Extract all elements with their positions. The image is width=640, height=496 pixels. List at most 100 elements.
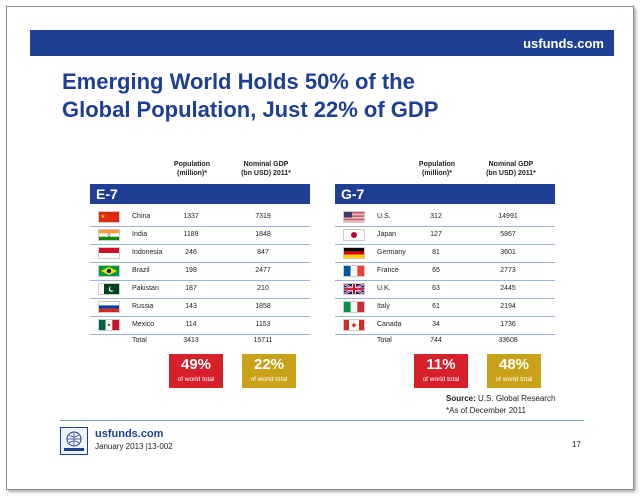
- table-row: Germany 81 3601: [335, 244, 555, 263]
- g7-gdp-share-badge: 48% of world total: [487, 354, 541, 388]
- e7-population-share-sub: of world total: [177, 376, 215, 383]
- population-value: 114: [185, 321, 197, 328]
- source-text: U.S. Global Research: [478, 394, 556, 403]
- country-name: U.K.: [377, 285, 391, 292]
- gdp-value: 5867: [500, 231, 516, 238]
- france-flag-icon: [343, 265, 365, 277]
- source-note: Source: U.S. Global Research *As of Dece…: [446, 393, 555, 417]
- g7-gdp-share-sub: of world total: [495, 376, 533, 383]
- table-row: U.S. 312 14991: [335, 208, 555, 227]
- country-name: U.S.: [377, 213, 391, 220]
- e7-total-population: 3413: [183, 337, 199, 344]
- gdp-value: 3601: [500, 249, 516, 256]
- g7-gdp-header: Nominal GDP (bn USD) 2011*: [486, 161, 536, 177]
- indonesia-flag-icon: [98, 247, 120, 259]
- table-row: France 65 2773: [335, 262, 555, 281]
- population-value: 61: [432, 303, 440, 310]
- slide-title: Emerging World Holds 50% of the Global P…: [62, 68, 438, 124]
- gdp-value: 2773: [500, 267, 516, 274]
- g7-population-share-badge: 11% of world total: [414, 354, 468, 388]
- gdp-value: 210: [257, 285, 269, 292]
- country-name: Pakistan: [132, 285, 159, 292]
- table-row: India 1189 1848: [90, 226, 310, 245]
- population-value: 34: [432, 321, 440, 328]
- table-row: Indonesia 246 847: [90, 244, 310, 263]
- usglobal-logo-icon: [60, 427, 88, 455]
- uk-flag-icon: [343, 283, 365, 295]
- gdp-value: 7319: [255, 213, 271, 220]
- population-value: 1189: [183, 231, 199, 238]
- table-row: Mexico 114 1153: [90, 316, 310, 335]
- table-row: Japan 127 5867: [335, 226, 555, 245]
- country-name: China: [132, 213, 151, 220]
- country-name: Mexico: [132, 321, 155, 328]
- population-value: 81: [432, 249, 440, 256]
- title-line-1: Emerging World Holds 50% of the: [62, 69, 415, 94]
- country-name: France: [377, 267, 399, 274]
- gdp-value: 2445: [500, 285, 516, 292]
- g7-label: G-7: [335, 184, 555, 204]
- population-value: 65: [432, 267, 440, 274]
- country-name: Russia: [132, 303, 154, 310]
- table-row: China 1337 7319: [90, 208, 310, 227]
- pakistan-flag-icon: [98, 283, 120, 295]
- germany-flag-icon: [343, 247, 365, 259]
- e7-population-share-badge: 49% of world total: [169, 354, 223, 388]
- country-name: Italy: [377, 303, 390, 310]
- title-line-2: Global Population, Just 22% of GDP: [62, 97, 439, 122]
- gdp-value: 1153: [255, 321, 271, 328]
- gdp-value: 14991: [498, 213, 518, 220]
- brazil-flag-icon: [98, 265, 120, 277]
- footer-divider: [60, 420, 584, 421]
- g7-total-gdp: 33608: [498, 337, 518, 344]
- table-row: Brazil 198 2477: [90, 262, 310, 281]
- us-flag-icon: [343, 211, 365, 223]
- g7-population-header: Population (million)*: [418, 161, 456, 177]
- e7-total-row: Total 3413 15711: [90, 332, 310, 348]
- italy-flag-icon: [343, 301, 365, 313]
- e7-total-label: Total: [132, 337, 147, 344]
- footer-brand: usfunds.com: [95, 428, 164, 440]
- country-name: Indonesia: [132, 249, 163, 256]
- e7-gdp-share-badge: 22% of world total: [242, 354, 296, 388]
- table-row: Italy 61 2194: [335, 298, 555, 317]
- gdp-value: 1848: [255, 231, 271, 238]
- population-value: 127: [430, 231, 442, 238]
- india-flag-icon: [98, 229, 120, 241]
- table-row: U.K. 63 2445: [335, 280, 555, 299]
- population-value: 63: [432, 285, 440, 292]
- russia-flag-icon: [98, 301, 120, 313]
- gdp-value: 2194: [500, 303, 516, 310]
- e7-gdp-header: Nominal GDP (bn USD) 2011*: [241, 161, 291, 177]
- gdp-value: 1736: [500, 321, 516, 328]
- g7-total-population: 744: [430, 337, 442, 344]
- china-flag-icon: [98, 211, 120, 223]
- table-row: Pakistan 187 210: [90, 280, 310, 299]
- country-name: Canada: [377, 321, 402, 328]
- country-name: India: [132, 231, 148, 238]
- as-of-note: *As of December 2011: [446, 406, 526, 415]
- population-value: 187: [185, 285, 197, 292]
- e7-label: E-7: [90, 184, 310, 204]
- mexico-flag-icon: [98, 319, 120, 331]
- table-row: Russia 143 1858: [90, 298, 310, 317]
- g7-total-label: Total: [377, 337, 392, 344]
- population-value: 1337: [183, 213, 199, 220]
- japan-flag-icon: [343, 229, 365, 241]
- header-brand: usfunds.com: [523, 36, 604, 51]
- e7-gdp-share-sub: of world total: [250, 376, 288, 383]
- country-name: Brazil: [132, 267, 150, 274]
- population-value: 312: [430, 213, 442, 220]
- canada-flag-icon: [343, 319, 365, 331]
- population-value: 198: [185, 267, 197, 274]
- population-value: 143: [185, 303, 197, 310]
- source-label: Source:: [446, 394, 476, 403]
- e7-gdp-share: 22%: [253, 356, 285, 373]
- header-bar: usfunds.com: [30, 30, 614, 56]
- population-value: 246: [185, 249, 197, 256]
- gdp-value: 2477: [255, 267, 271, 274]
- page-number: 17: [572, 440, 581, 449]
- e7-population-header: Population (million)*: [173, 161, 211, 177]
- gdp-value: 847: [257, 249, 269, 256]
- footer-date: January 2013 |13-002: [95, 442, 173, 451]
